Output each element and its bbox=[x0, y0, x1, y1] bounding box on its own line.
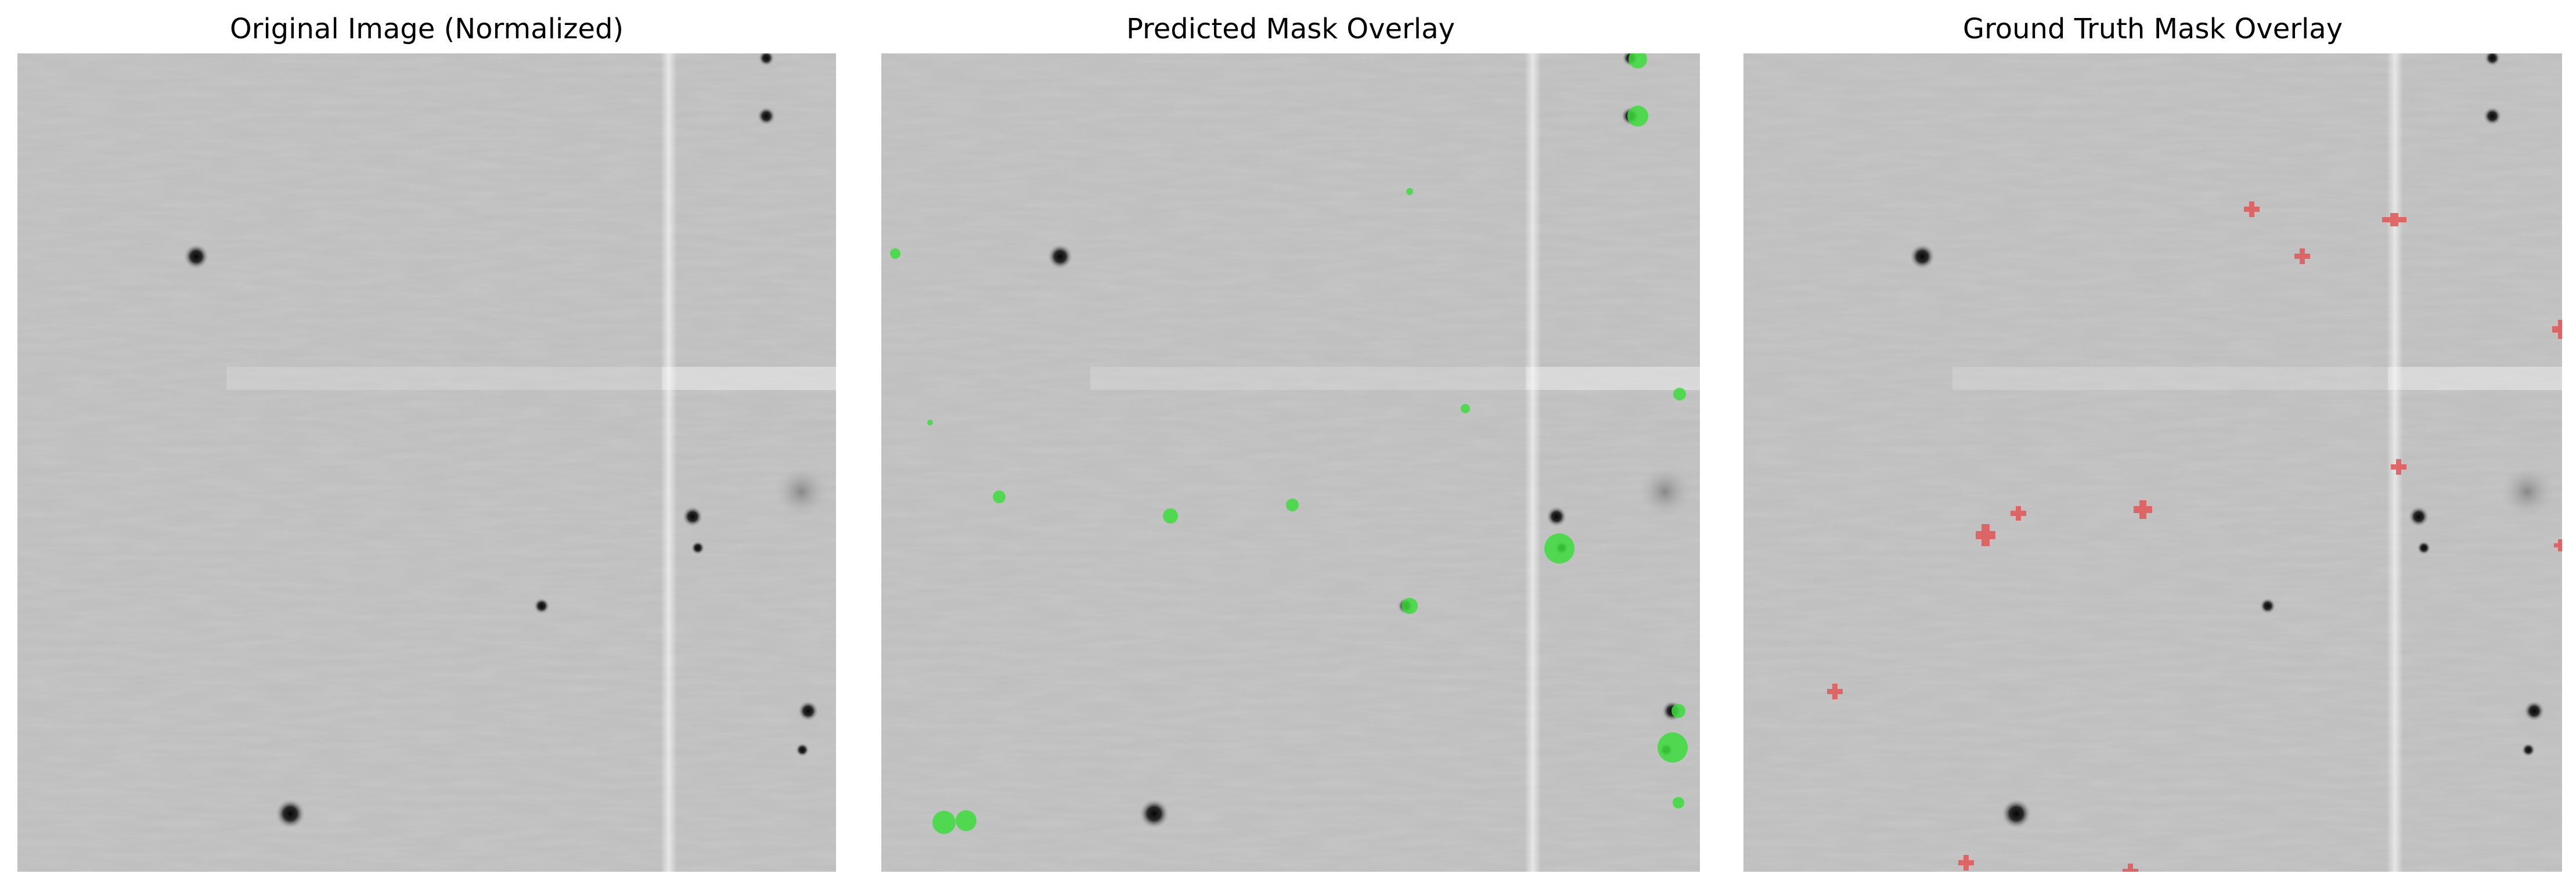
predicted-blob bbox=[1629, 53, 1647, 68]
predicted-blob bbox=[1163, 508, 1178, 524]
panel-title: Ground Truth Mask Overlay bbox=[1962, 13, 2343, 45]
panel-ground-truth: Ground Truth Mask Overlay bbox=[1743, 0, 2562, 888]
predicted-blob bbox=[1406, 188, 1413, 195]
ground-truth-marker bbox=[2391, 459, 2406, 475]
ground-truth-marker bbox=[2134, 500, 2152, 519]
ground-truth-marker bbox=[1976, 524, 1995, 546]
ground-truth-marker bbox=[2294, 248, 2310, 264]
predicted-blob bbox=[1286, 499, 1299, 511]
ground-truth-marker bbox=[2011, 506, 2026, 521]
predicted-blob bbox=[1627, 106, 1648, 127]
predicted-blob bbox=[993, 490, 1006, 503]
predicted-blob bbox=[932, 811, 956, 834]
ground-truth-marker bbox=[2554, 539, 2562, 551]
ground-truth-marker bbox=[2123, 864, 2138, 872]
ground-truth-marker bbox=[2552, 320, 2562, 339]
ground-truth-marker bbox=[1827, 684, 1843, 699]
predicted-blob bbox=[927, 420, 933, 425]
predicted-blob bbox=[1461, 404, 1470, 413]
ground-truth-marker bbox=[2244, 201, 2260, 217]
panel-original: Original Image (Normalized) bbox=[17, 0, 836, 888]
predicted-blob bbox=[1671, 704, 1685, 718]
predicted-blob bbox=[890, 248, 900, 259]
ground-truth-overlay-image bbox=[1743, 53, 2562, 872]
ground-truth-marker bbox=[1958, 855, 1974, 871]
predicted-blob bbox=[956, 810, 977, 831]
ground-truth-marker bbox=[2382, 213, 2406, 226]
predicted-blob bbox=[1658, 732, 1688, 763]
panel-predicted: Predicted Mask Overlay bbox=[881, 0, 1700, 888]
panel-title: Predicted Mask Overlay bbox=[1126, 13, 1455, 45]
predicted-blob bbox=[1673, 797, 1684, 808]
predicted-blob bbox=[1544, 533, 1575, 564]
panel-title: Original Image (Normalized) bbox=[229, 13, 624, 45]
original-image bbox=[17, 53, 836, 872]
predicted-blob bbox=[1673, 388, 1686, 400]
predicted-blob bbox=[1402, 598, 1418, 614]
predicted-overlay-image bbox=[881, 53, 1700, 872]
